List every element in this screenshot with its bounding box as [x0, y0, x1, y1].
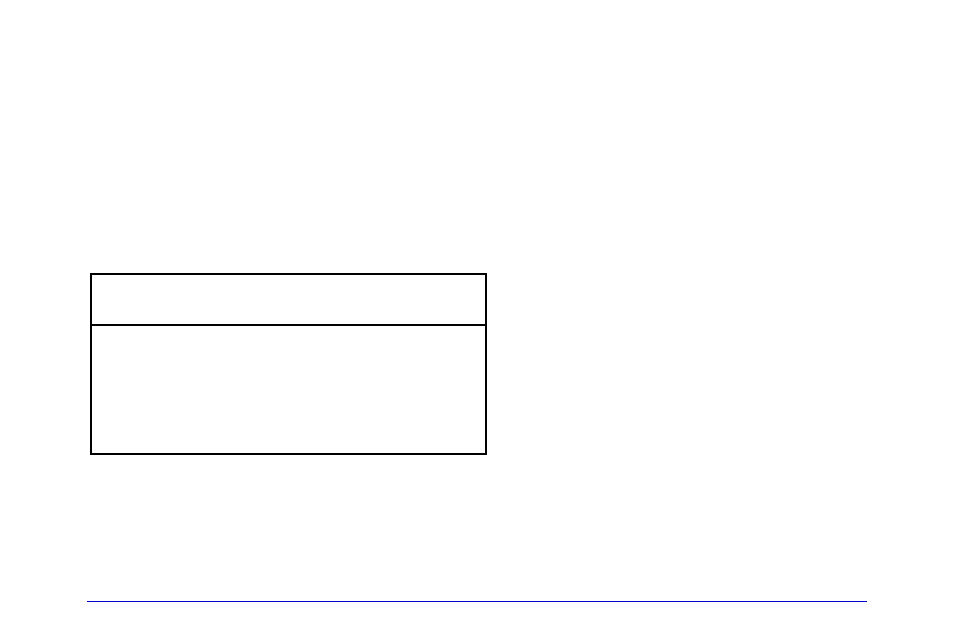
inner-divider: [90, 324, 487, 326]
outer-rect: [90, 273, 487, 455]
footer-rule: [87, 601, 867, 602]
